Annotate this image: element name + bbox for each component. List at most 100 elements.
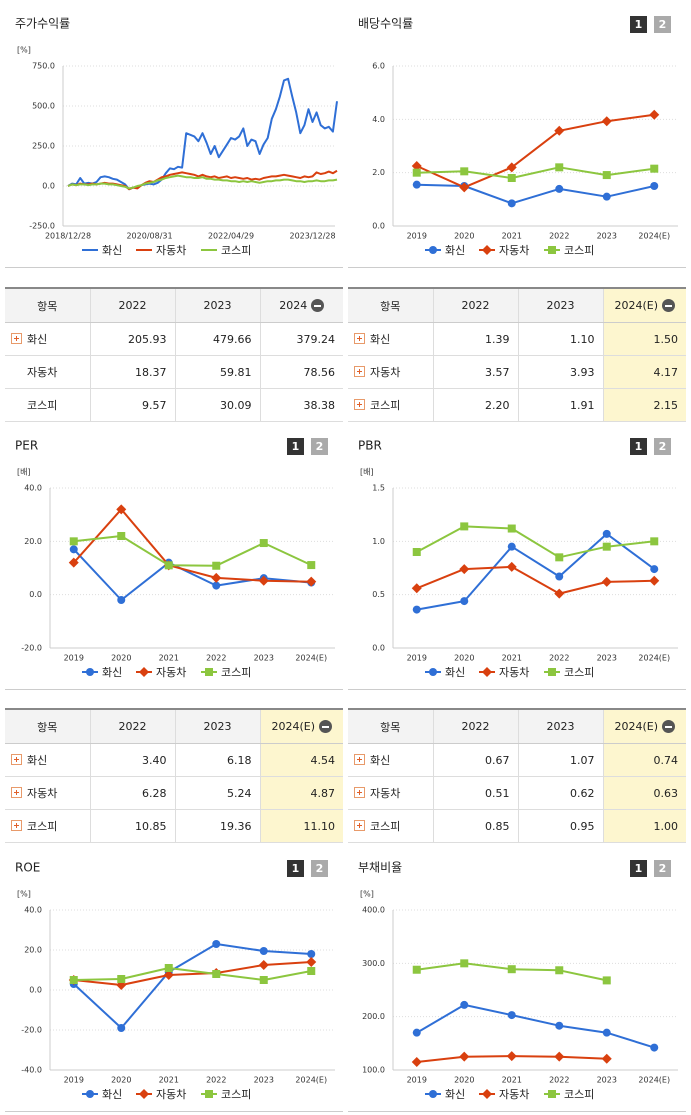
y-tick-label: 0.0: [42, 182, 55, 191]
page-button[interactable]: [630, 860, 647, 877]
point: [650, 164, 659, 173]
point: [139, 1089, 149, 1099]
page-button[interactable]: [311, 438, 328, 455]
header-row: 항목 2022 2023 2024(E): [5, 710, 343, 744]
point: [205, 1090, 213, 1098]
y-tick-label: 250.0: [32, 142, 55, 151]
point: [554, 588, 565, 599]
chart-title: PER: [15, 439, 38, 453]
expand-icon[interactable]: [11, 754, 22, 765]
header-cell: 2022: [432, 289, 518, 323]
table-row: 화신 205.93 479.66 379.24: [5, 322, 343, 356]
table-row: 코스피 0.85 0.95 1.00: [348, 809, 686, 843]
data-table: 항목 2022 2023 2024(E) 화신 0.67 1.07 0.74 자동차 0.51 0.…: [348, 708, 686, 843]
header-text: 2022: [118, 299, 147, 312]
x-tick-label: 2021: [502, 232, 522, 241]
x-tick-label: 2023: [254, 1076, 274, 1085]
series-line: [416, 525, 655, 559]
page-button[interactable]: [287, 860, 304, 877]
header-cell: 2022: [432, 710, 518, 744]
point: [412, 965, 421, 974]
header-text: 2024: [279, 298, 308, 312]
header-text: 2023: [546, 720, 575, 733]
expand-icon[interactable]: [354, 820, 365, 831]
point: [507, 524, 516, 533]
y-tick-label: 40.0: [24, 484, 42, 493]
expand-icon[interactable]: [11, 787, 22, 798]
page-button[interactable]: [287, 438, 304, 455]
table-body: 화신 3.40 6.18 4.54 자동차 6.28 5.24 4.87 코스피 10.85 19.…: [5, 743, 343, 843]
x-tick-label: 2023/12/28: [289, 232, 335, 241]
expand-icon[interactable]: [354, 399, 365, 410]
point: [205, 668, 213, 676]
header-text: 2023: [546, 299, 575, 312]
page-label[interactable]: 2: [316, 440, 324, 453]
table-row: 코스피 9.57 30.09 38.38: [5, 388, 343, 422]
x-tick-label: 2019: [64, 654, 84, 663]
page-label[interactable]: 2: [659, 862, 667, 875]
collapse-icon[interactable]: [319, 720, 333, 734]
page-label[interactable]: 1: [292, 440, 300, 453]
page-label[interactable]: 2: [659, 18, 667, 31]
legend-label: 화신: [445, 666, 465, 679]
point: [307, 561, 316, 570]
collapse-icon[interactable]: [662, 299, 676, 313]
page-label[interactable]: 2: [316, 862, 324, 875]
page-label[interactable]: 1: [292, 862, 300, 875]
point: [650, 1043, 659, 1052]
collapse-icon[interactable]: [311, 299, 325, 313]
point: [650, 537, 659, 546]
expand-icon[interactable]: [11, 333, 22, 344]
series-line: [416, 183, 655, 205]
point: [412, 1028, 421, 1037]
page-button[interactable]: [654, 16, 671, 33]
page-button[interactable]: [654, 438, 671, 455]
legend-label: 코스피: [564, 244, 594, 257]
point: [506, 162, 517, 173]
expand-icon[interactable]: [354, 366, 365, 377]
expand-icon[interactable]: [11, 820, 22, 831]
page-label[interactable]: 1: [635, 862, 643, 875]
point: [460, 959, 469, 968]
expand-icon[interactable]: [354, 333, 365, 344]
page-label[interactable]: 2: [659, 440, 667, 453]
page-label[interactable]: 1: [635, 18, 643, 31]
header-cell: 2023: [517, 710, 603, 744]
point: [506, 1051, 517, 1062]
row-name-cell: 코스피: [348, 388, 433, 422]
x-tick-label: 2024(E): [638, 654, 670, 663]
y-tick-label: 200.0: [362, 1012, 385, 1021]
point: [412, 605, 421, 614]
page-button[interactable]: [311, 860, 328, 877]
row-name-cell: 화신: [5, 743, 90, 777]
page-button[interactable]: [630, 438, 647, 455]
point: [69, 545, 78, 554]
page-button[interactable]: [654, 860, 671, 877]
table-body: 화신 1.39 1.10 1.50 자동차 3.57 3.93 4.17 코스피 2.20 1.91…: [348, 322, 686, 422]
value-cell: 1.10: [517, 322, 603, 356]
row-name: 코스피: [27, 399, 58, 412]
point: [602, 976, 611, 985]
expand-icon[interactable]: [354, 754, 365, 765]
point: [507, 174, 516, 182]
point: [306, 576, 317, 587]
point: [69, 976, 78, 984]
point: [68, 557, 79, 568]
page-button[interactable]: [630, 16, 647, 33]
point: [507, 965, 516, 974]
table-body: 화신 205.93 479.66 379.24 자동차 18.37 59.81 78.56 코스…: [5, 322, 343, 422]
page-label[interactable]: 1: [635, 440, 643, 453]
point: [412, 168, 421, 177]
x-tick-label: 2022: [206, 1076, 226, 1085]
point: [507, 542, 516, 551]
collapse-icon[interactable]: [662, 720, 676, 734]
legend-label: 화신: [102, 666, 122, 679]
value-cell: 0.63: [602, 776, 686, 810]
row-name: 자동차: [370, 787, 401, 800]
x-tick-label: 2023: [254, 654, 274, 663]
expand-icon[interactable]: [354, 787, 365, 798]
table-row: 코스피 2.20 1.91 2.15: [348, 388, 686, 422]
series-line: [416, 532, 655, 611]
chart-title: ROE: [15, 861, 40, 875]
